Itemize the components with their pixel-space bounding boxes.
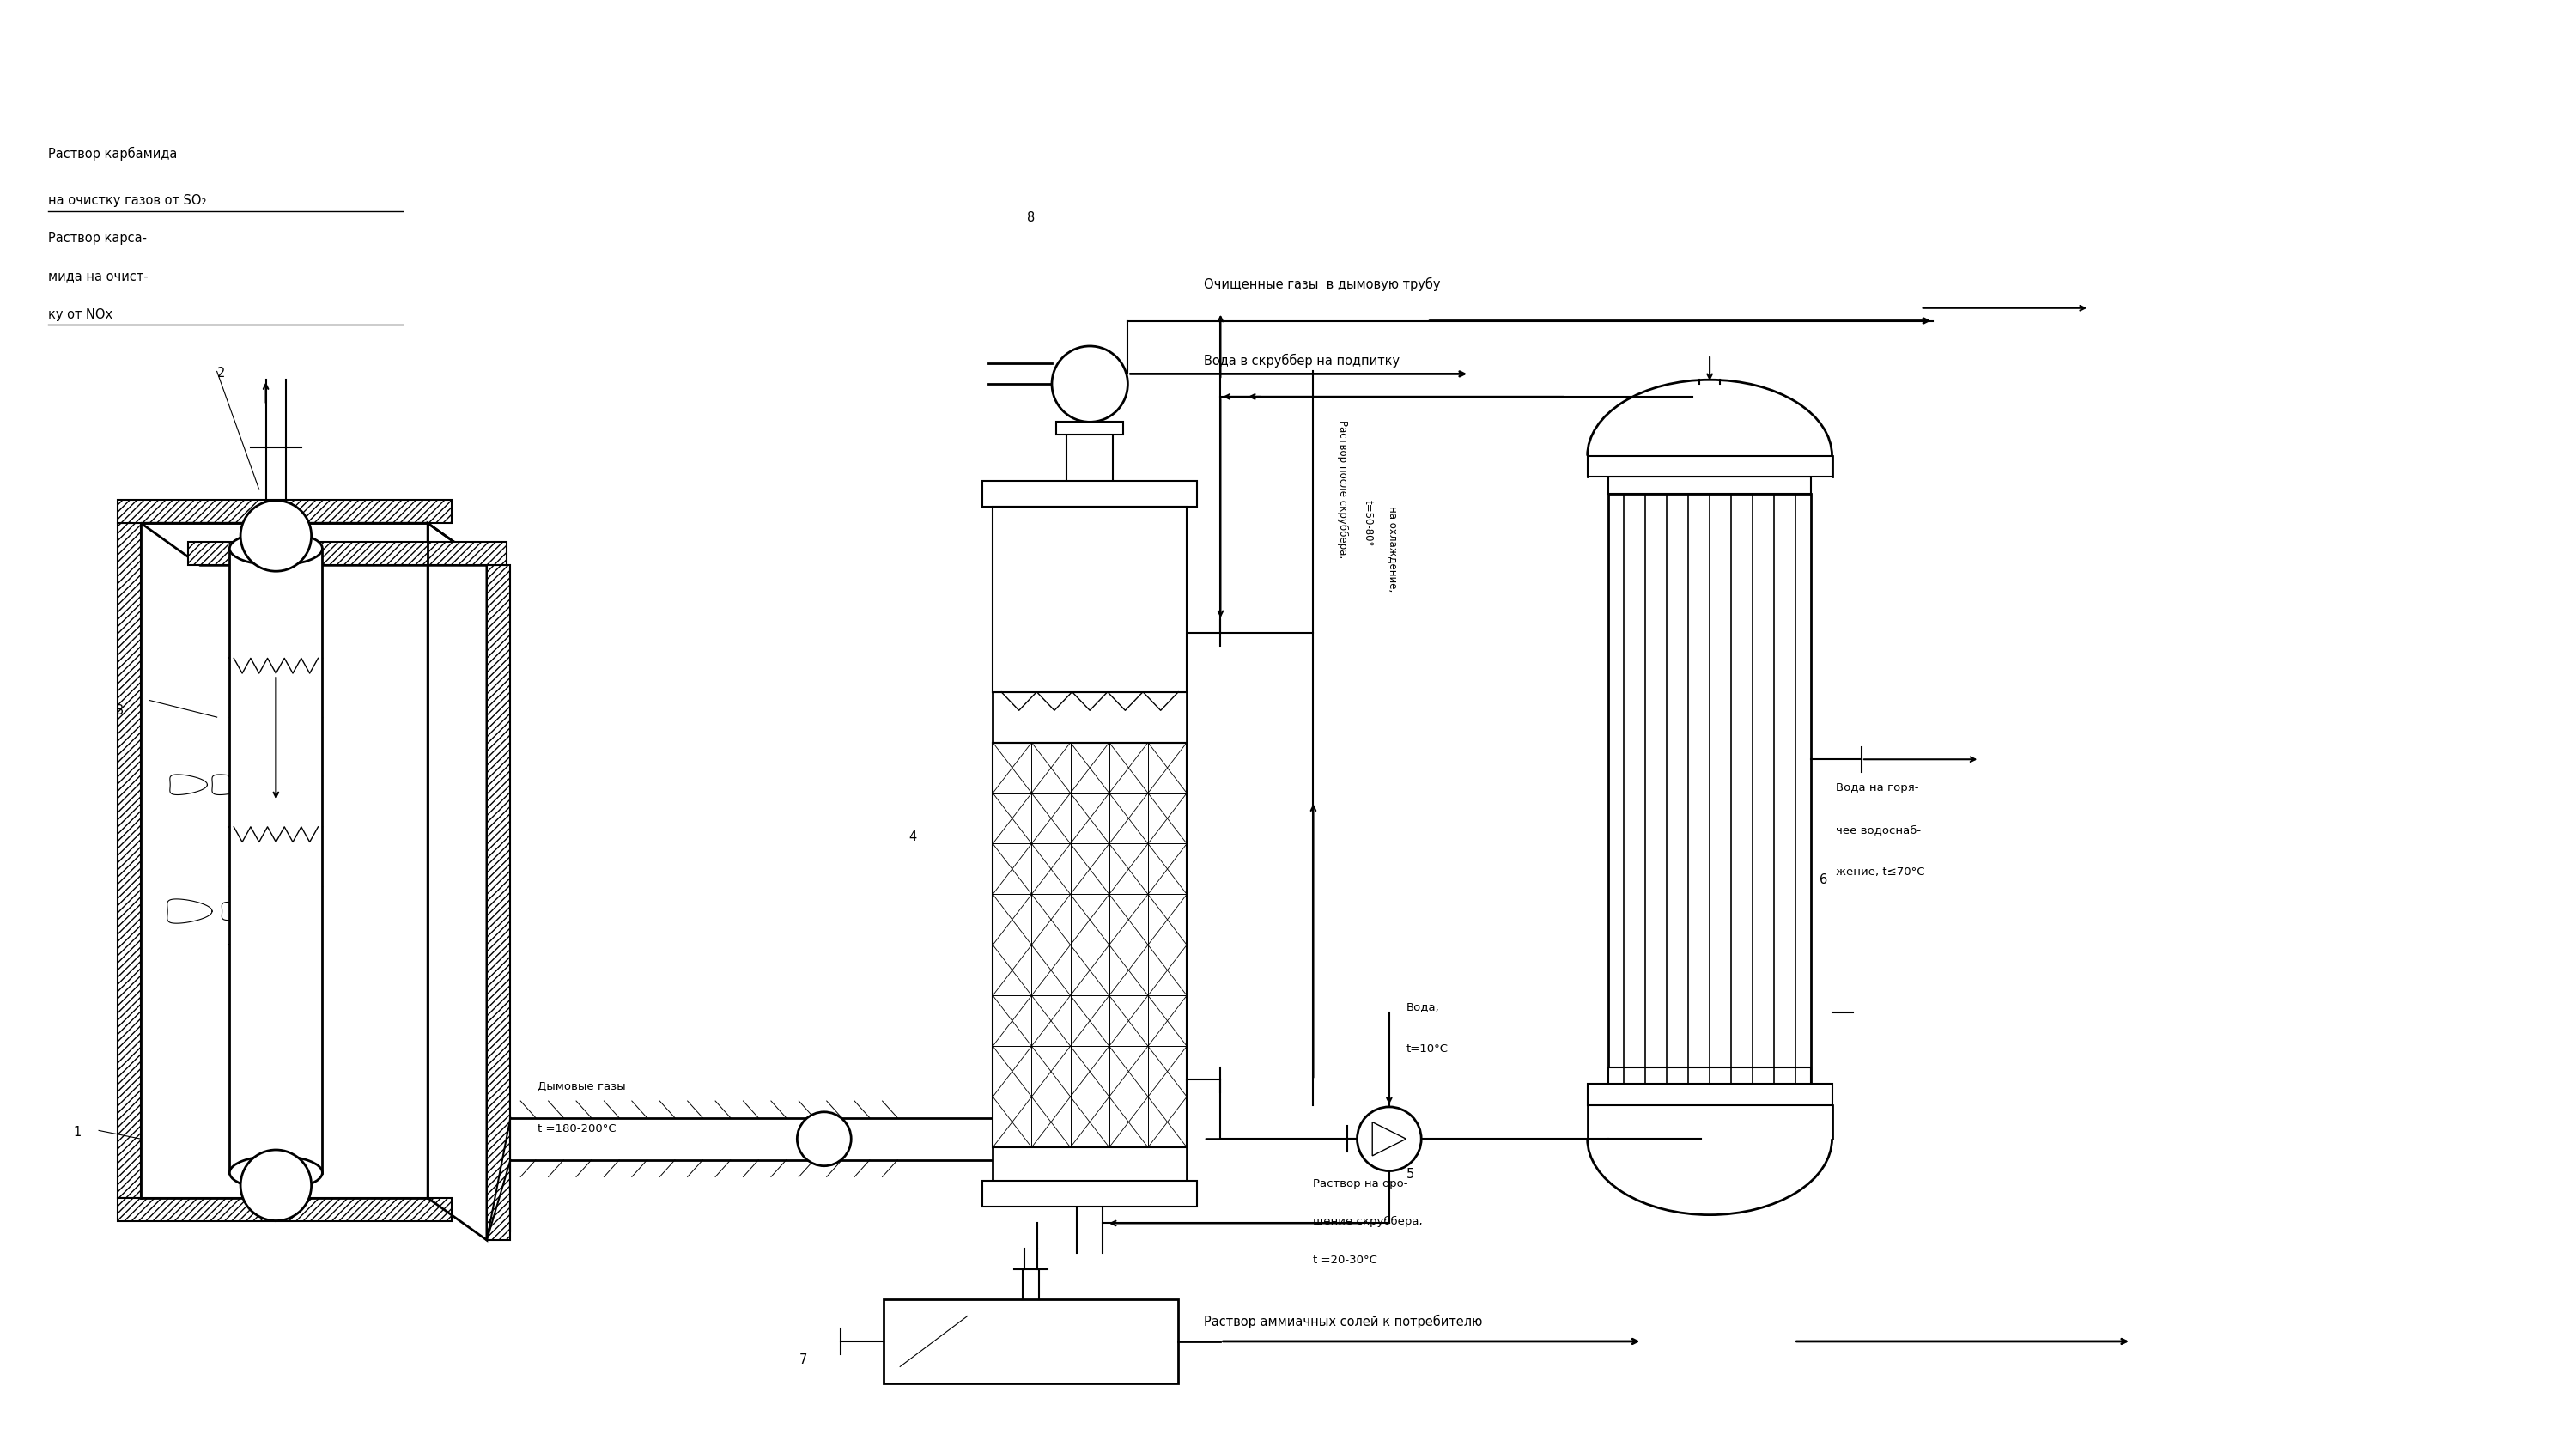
Text: Вода в скруббер на подпитку: Вода в скруббер на подпитку [1203, 353, 1399, 368]
Bar [118, 524, 142, 1198]
Text: 5: 5 [1406, 1168, 1414, 1181]
Text: чее водоснаб-: чее водоснаб- [1837, 825, 1922, 835]
Circle shape [796, 1111, 850, 1166]
Text: 1: 1 [75, 1126, 82, 1139]
Text: на очистку газов от SO₂: на очистку газов от SO₂ [49, 194, 206, 207]
Text: t=50-80°: t=50-80° [1363, 499, 1373, 547]
Bar [992, 742, 1188, 1147]
Bar [487, 566, 510, 1240]
Bar [1587, 456, 1832, 478]
Bar [1056, 423, 1123, 434]
Bar [1607, 478, 1811, 493]
Text: t =20-30°C: t =20-30°C [1314, 1255, 1378, 1266]
Bar [118, 1198, 451, 1221]
Bar [229, 548, 322, 1172]
Text: жение, t≤70°C: жение, t≤70°C [1837, 867, 1924, 877]
Text: на охлаждение,: на охлаждение, [1388, 505, 1399, 592]
Text: Раствор на оро-: Раствор на оро- [1314, 1178, 1409, 1189]
Bar [981, 1181, 1198, 1207]
Circle shape [240, 501, 312, 572]
Text: Раствор карса-: Раствор карса- [49, 232, 147, 245]
Text: 6: 6 [1819, 873, 1826, 886]
Text: Раствор аммиачных солей к потребителю: Раствор аммиачных солей к потребителю [1203, 1315, 1481, 1328]
Bar [992, 506, 1188, 1181]
Text: шение скруббера,: шение скруббера, [1314, 1217, 1422, 1227]
Bar [884, 1299, 1177, 1383]
Text: 2: 2 [216, 368, 224, 379]
Text: t =180-200°C: t =180-200°C [538, 1123, 616, 1134]
Text: 4: 4 [909, 831, 917, 844]
Text: Дымовые газы: Дымовые газы [538, 1081, 626, 1092]
Text: Вода,: Вода, [1406, 1001, 1440, 1013]
Text: Раствор карбамида: Раствор карбамида [49, 146, 178, 161]
Circle shape [1051, 346, 1128, 423]
Ellipse shape [229, 531, 322, 566]
Bar [1607, 493, 1811, 1084]
Text: 7: 7 [799, 1354, 806, 1366]
Bar [1587, 1084, 1832, 1106]
Bar [118, 499, 451, 524]
Ellipse shape [229, 1156, 322, 1189]
Text: ку от NOx: ку от NOx [49, 308, 113, 321]
Bar [992, 506, 1188, 692]
Circle shape [240, 1150, 312, 1221]
Text: Раствор после скруббера,: Раствор после скруббера, [1337, 420, 1347, 559]
Bar [981, 480, 1198, 506]
Text: Очищенные газы  в дымовую трубу: Очищенные газы в дымовую трубу [1203, 278, 1440, 291]
Text: 3: 3 [116, 705, 124, 718]
Text: t=10°C: t=10°C [1406, 1043, 1448, 1055]
Bar [1607, 1068, 1811, 1084]
Circle shape [1358, 1107, 1422, 1171]
Bar [188, 541, 507, 566]
Text: Вода на горя-: Вода на горя- [1837, 781, 1919, 793]
Text: мида на очист-: мида на очист- [49, 271, 149, 282]
Text: 8: 8 [1028, 211, 1036, 224]
